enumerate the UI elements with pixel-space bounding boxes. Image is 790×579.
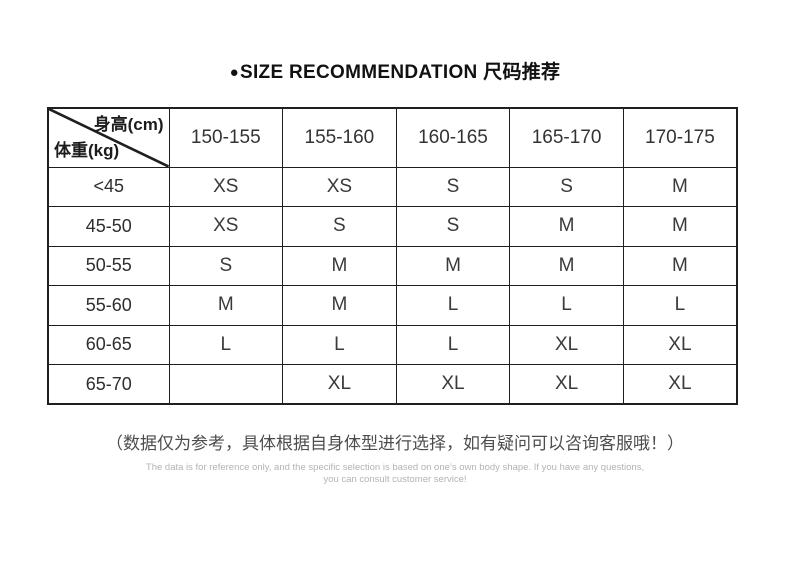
size-cell: L	[395, 324, 511, 365]
table-header-row: 身高(cm) 体重(kg) 150-155 155-160 160-165 16…	[47, 107, 738, 168]
height-range-header: 160-165	[395, 107, 511, 168]
table-row: 45-50 XS S S M M	[47, 206, 738, 247]
size-table: 身高(cm) 体重(kg) 150-155 155-160 160-165 16…	[47, 107, 738, 405]
weight-range-label: 55-60	[47, 285, 170, 326]
page-title-text: SIZE RECOMMENDATION 尺码推荐	[240, 62, 561, 83]
size-cell: XL	[509, 364, 624, 405]
size-cell: M	[509, 245, 624, 286]
height-axis-label: 身高(cm)	[93, 115, 164, 134]
table-row: 65-70 XL XL XL XL	[47, 364, 738, 405]
weight-range-label: 45-50	[47, 206, 170, 247]
bullet-icon: ●	[229, 64, 239, 81]
size-cell: L	[395, 285, 511, 326]
size-cell-empty	[168, 364, 284, 405]
size-cell: XS	[282, 166, 397, 207]
size-cell: XL	[395, 364, 511, 405]
size-cell: S	[509, 166, 624, 207]
size-cell: M	[622, 245, 738, 286]
size-cell: M	[509, 206, 624, 247]
size-cell: XL	[282, 364, 397, 405]
size-cell: M	[622, 206, 738, 247]
weight-range-label: <45	[47, 166, 170, 207]
size-cell: L	[622, 285, 738, 326]
note-chinese: （数据仅为参考，具体根据自身体型进行选择，如有疑问可以咨询客服哦！）	[106, 434, 684, 453]
height-range-header: 150-155	[168, 107, 284, 168]
size-cell: XL	[622, 364, 738, 405]
size-cell: L	[168, 324, 284, 365]
weight-range-label: 65-70	[47, 364, 170, 405]
size-cell: M	[282, 285, 397, 326]
table-row: 50-55 S M M M M	[47, 245, 738, 286]
note-english-line2: you can consult customer service!	[323, 474, 467, 485]
weight-range-label: 50-55	[47, 245, 170, 286]
diagonal-divider	[49, 109, 169, 167]
size-cell: M	[282, 245, 397, 286]
table-row: <45 XS XS S S M	[47, 166, 738, 207]
size-cell: S	[395, 206, 511, 247]
size-cell: L	[282, 324, 397, 365]
size-cell: M	[395, 245, 511, 286]
size-cell: S	[168, 245, 284, 286]
size-cell: S	[282, 206, 397, 247]
corner-cell: 身高(cm) 体重(kg)	[47, 107, 170, 168]
page-title: ●SIZE RECOMMENDATION 尺码推荐	[0, 61, 790, 85]
height-range-header: 155-160	[282, 107, 397, 168]
note-english-line1: The data is for reference only, and the …	[145, 462, 645, 473]
size-cell: XS	[168, 206, 284, 247]
table-row: 55-60 M M L L L	[47, 285, 738, 326]
size-cell: M	[622, 166, 738, 207]
height-range-header: 170-175	[622, 107, 738, 168]
weight-axis-label: 体重(kg)	[54, 140, 120, 160]
size-cell: XS	[168, 166, 284, 207]
size-cell: L	[509, 285, 624, 326]
size-cell: M	[168, 285, 284, 326]
size-cell: XL	[622, 324, 738, 365]
table-row: 60-65 L L L XL XL	[47, 324, 738, 365]
size-cell: XL	[509, 324, 624, 365]
size-cell: S	[395, 166, 511, 207]
weight-range-label: 60-65	[47, 324, 170, 365]
height-range-header: 165-170	[509, 107, 624, 168]
